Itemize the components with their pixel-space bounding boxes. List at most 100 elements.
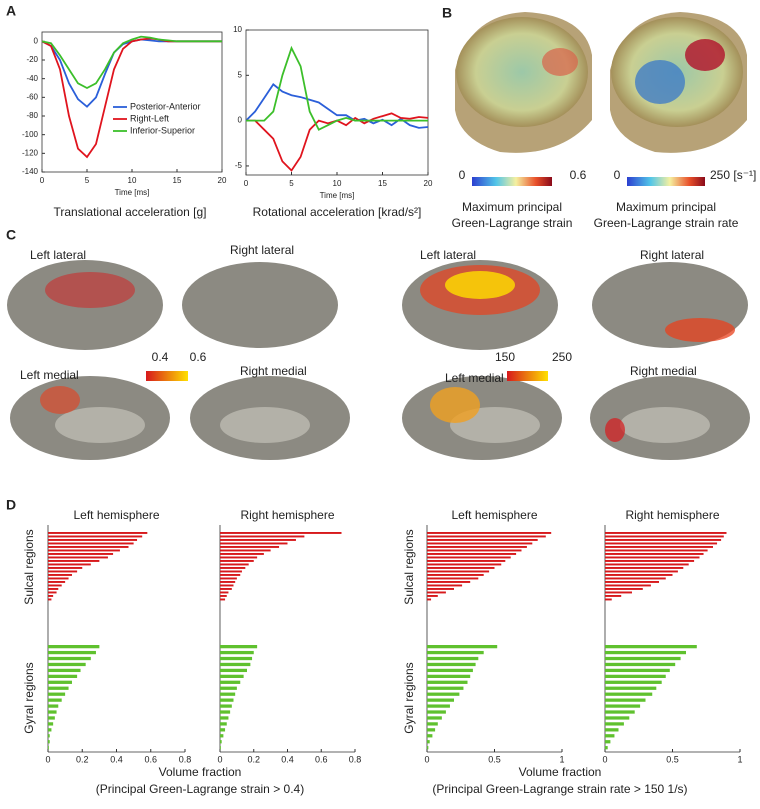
bar (48, 680, 72, 684)
bar (220, 567, 246, 569)
bar (427, 570, 490, 573)
bar (48, 570, 78, 573)
bar (48, 556, 108, 559)
y-tick-label: -60 (26, 92, 38, 101)
x-tick-label: 0 (45, 754, 50, 764)
bar (427, 532, 552, 534)
bar (427, 591, 446, 594)
bar (605, 674, 666, 678)
bar (605, 556, 700, 559)
x-tick-label: 20 (218, 176, 227, 185)
bar (427, 588, 454, 590)
bar (48, 698, 62, 702)
bar (220, 570, 242, 573)
bar (605, 722, 624, 726)
x-tick-label: 0.2 (76, 754, 89, 764)
y-axis-label: Gyral regions (402, 662, 416, 733)
bar (220, 680, 241, 684)
strain-overlay (40, 265, 735, 442)
y-axis-label: Sulcal regions (402, 529, 416, 604)
bar (427, 553, 517, 555)
bar (427, 704, 450, 708)
bar (48, 650, 96, 655)
bar (220, 674, 244, 678)
colorbar (507, 371, 548, 381)
panel-letter: B (442, 5, 452, 21)
bar (220, 728, 226, 732)
x-tick-label: 0 (424, 754, 429, 764)
bar (48, 588, 59, 590)
view-label: Right lateral (230, 243, 294, 257)
y-axis-label: Sulcal regions (22, 529, 36, 604)
bar (605, 546, 713, 548)
legend-label: Right-Left (130, 113, 170, 123)
x-tick-label: 0 (244, 179, 249, 188)
bar (605, 584, 651, 587)
view-label: Left medial (445, 371, 504, 385)
bar (48, 584, 62, 587)
y-tick-label: 0 (34, 36, 39, 45)
colorbar (472, 177, 552, 186)
x-tick-label: 0.6 (144, 754, 157, 764)
x-tick-label: 1 (737, 754, 742, 764)
x-axis-label: Time [ms] (320, 191, 355, 200)
bar (427, 581, 471, 583)
brain-render (455, 12, 747, 153)
bar (48, 704, 59, 708)
bar (220, 656, 253, 661)
y-tick-label: -40 (26, 74, 38, 83)
bar (427, 645, 498, 649)
panel-title: Right hemisphere (240, 508, 334, 522)
bar (48, 686, 69, 690)
bar (48, 728, 52, 732)
bar (605, 588, 643, 590)
bar (605, 692, 653, 696)
line-series (41, 37, 222, 159)
bar (220, 734, 224, 738)
bar (48, 668, 81, 673)
bar (220, 532, 342, 534)
bar (427, 563, 502, 566)
line-series (246, 45, 428, 131)
bar (427, 577, 479, 580)
bar (605, 710, 635, 714)
bar (605, 595, 622, 597)
bar (48, 542, 134, 545)
bar (605, 662, 676, 667)
caption: Green-Lagrange strain rate (594, 216, 739, 230)
bar (220, 553, 264, 555)
legend-label: Posterior-Anterior (130, 101, 201, 111)
bar (605, 716, 630, 720)
caption: Maximum principal (616, 200, 716, 214)
view-label: Left lateral (420, 248, 476, 262)
x-tick-label: 0 (217, 754, 222, 764)
panel-letter: C (6, 227, 16, 243)
bar (220, 710, 231, 714)
bar (48, 734, 50, 738)
bar (605, 539, 722, 541)
bar (427, 722, 438, 726)
bar (605, 563, 689, 566)
bar (220, 686, 237, 690)
x-tick-label: 0.5 (488, 754, 501, 764)
bar (605, 746, 608, 750)
y-tick-label: -5 (235, 161, 243, 170)
bar (220, 598, 226, 601)
bar (220, 542, 288, 545)
panel-title: Left hemisphere (451, 508, 537, 522)
colorbar (146, 371, 188, 381)
bar (220, 716, 229, 720)
colorbar-label: 0.6 (190, 350, 207, 364)
caption: Maximum principal (462, 200, 562, 214)
bar (48, 577, 69, 580)
bar (220, 546, 280, 548)
bar (220, 574, 241, 576)
plot-frame (245, 29, 429, 176)
x-tick-label: 0.5 (666, 754, 679, 764)
bar (605, 728, 619, 732)
bar (605, 570, 678, 573)
bar (48, 656, 91, 661)
bar (48, 662, 86, 667)
bar (48, 722, 54, 726)
bar (48, 546, 129, 548)
